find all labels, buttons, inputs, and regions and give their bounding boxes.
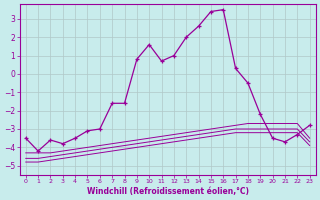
X-axis label: Windchill (Refroidissement éolien,°C): Windchill (Refroidissement éolien,°C) [87,187,249,196]
